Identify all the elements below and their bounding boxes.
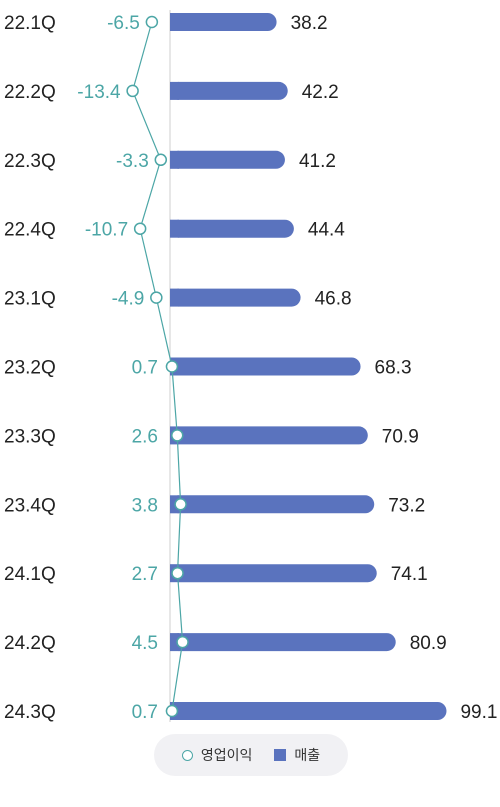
revenue-bar-base [170,288,179,307]
operating-profit-label: 2.6 [132,426,158,447]
category-label: 22.4Q [4,220,56,241]
revenue-bar-base [170,81,179,100]
legend: 영업이익 매출 [154,734,348,776]
operating-profit-point [126,84,139,98]
category-label: 22.1Q [4,13,56,34]
revenue-bar-base [170,633,179,652]
revenue-bar-base [170,219,179,238]
operating-profit-label: 2.7 [132,564,158,585]
revenue-bar [170,150,285,169]
revenue-value-label: 44.4 [308,220,345,241]
operating-profit-point [145,15,159,29]
operating-profit-line [126,15,189,718]
revenue-bar-base [170,150,179,169]
category-label: 24.3Q [4,702,56,723]
revenue-bar [170,564,377,583]
revenue-value-label: 41.2 [299,151,336,172]
legend-square-icon [274,749,287,761]
operating-profit-point [165,704,179,718]
operating-profit-label: -6.5 [107,13,140,34]
revenue-value-label: 73.2 [388,495,425,516]
revenue-value-label: 80.9 [410,633,447,654]
operating-profit-label: -13.4 [77,82,121,103]
operating-profit-point [154,153,168,167]
chart-labels: 22.1Q 38.2 -6.5 22.2Q 42.2 -13.4 22.3Q 41.2 -3.3… [4,13,497,723]
operating-profit-label: 0.7 [132,358,158,379]
operating-profit-label: -4.9 [112,289,145,310]
revenue-bar [170,633,396,652]
legend-item-revenue: 매출 [274,745,320,765]
revenue-value-label: 42.2 [302,82,339,103]
legend-label-operating-profit: 영업이익 [200,747,253,763]
operating-profit-label: -3.3 [116,151,149,172]
operating-profit-point [165,360,179,373]
revenue-value-label: 70.9 [382,426,419,447]
category-label: 23.2Q [4,358,56,379]
legend-label-revenue: 매출 [294,747,321,763]
operating-profit-point [171,566,184,580]
operating-profit-point [171,429,184,442]
revenue-bar [170,702,447,720]
revenue-value-label: 46.8 [315,289,352,310]
category-label: 24.2Q [4,633,56,654]
operating-profit-point [174,498,187,511]
category-label: 22.2Q [4,82,56,103]
revenue-value-label: 74.1 [391,564,428,585]
revenue-bar-base [170,13,179,31]
category-label: 23.3Q [4,426,56,447]
revenue-value-label: 38.2 [291,13,328,34]
revenue-value-label: 68.3 [375,358,412,379]
revenue-bar [170,357,361,376]
operating-profit-label: 3.8 [132,495,158,516]
revenue-bar [170,219,294,238]
category-label: 23.1Q [4,289,56,310]
revenue-bar [170,495,375,514]
operating-profit-label: -10.7 [85,220,128,241]
revenue-value-label: 99.1 [460,702,497,723]
legend-circle-icon [181,749,193,761]
category-label: 24.1Q [4,564,56,585]
operating-profit-label: 4.5 [132,633,158,654]
operating-profit-point [133,222,147,235]
legend-item-operating-profit: 영업이익 [181,745,253,765]
category-label: 22.3Q [4,151,56,172]
revenue-bar [170,426,368,445]
revenue-bar [170,81,288,100]
operating-profit-point [176,635,189,649]
category-label: 23.4Q [4,495,56,516]
operating-profit-point [150,291,163,304]
revenue-bar [170,13,277,31]
operating-profit-label: 0.7 [132,702,158,723]
revenue-bar [170,288,301,307]
